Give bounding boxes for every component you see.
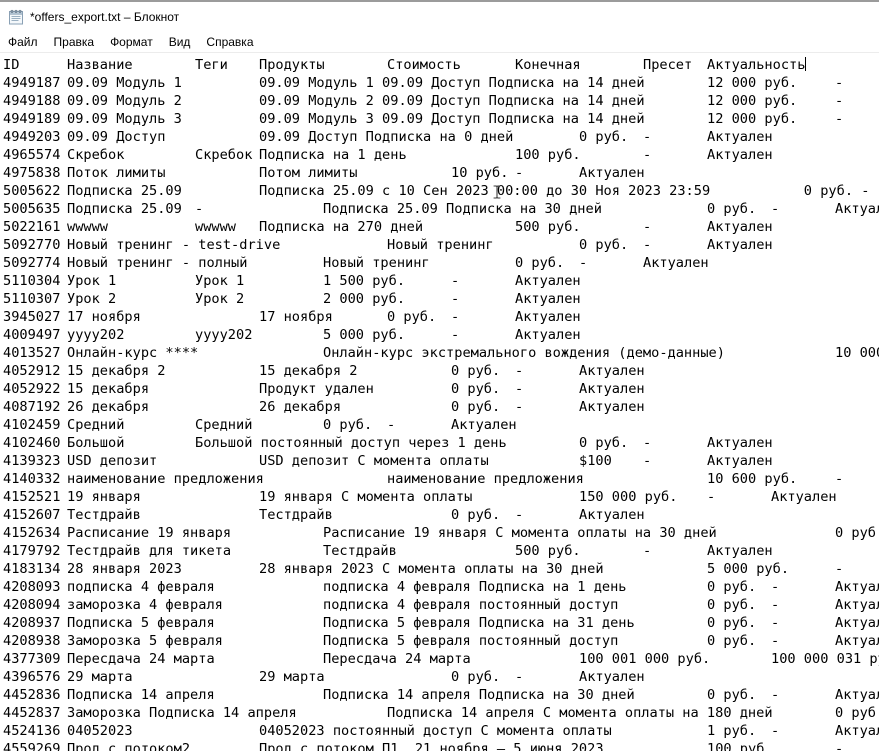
header-line: ID Название Теги Продукты Стоимость Коне… [0, 54, 879, 74]
menu-edit[interactable]: Правка [53, 35, 95, 49]
text-editor-area[interactable]: ID Название Теги Продукты Стоимость Коне… [0, 54, 879, 751]
text-caret [805, 57, 807, 71]
menu-file[interactable]: Файл [8, 35, 38, 49]
document-lines: 4949187 09.09 Модуль 1 09.09 Модуль 1 09… [3, 75, 879, 751]
menu-bar: Файл Правка Формат Вид Справка [0, 32, 879, 53]
menu-help[interactable]: Справка [206, 35, 254, 49]
window-title: *offers_export.txt – Блокнот [30, 10, 180, 24]
menu-format[interactable]: Формат [110, 35, 153, 49]
notepad-icon [9, 9, 23, 25]
title-bar: *offers_export.txt – Блокнот [0, 2, 879, 32]
header-line-text: ID Название Теги Продукты Стоимость Коне… [3, 57, 806, 73]
menu-view[interactable]: Вид [168, 35, 191, 49]
